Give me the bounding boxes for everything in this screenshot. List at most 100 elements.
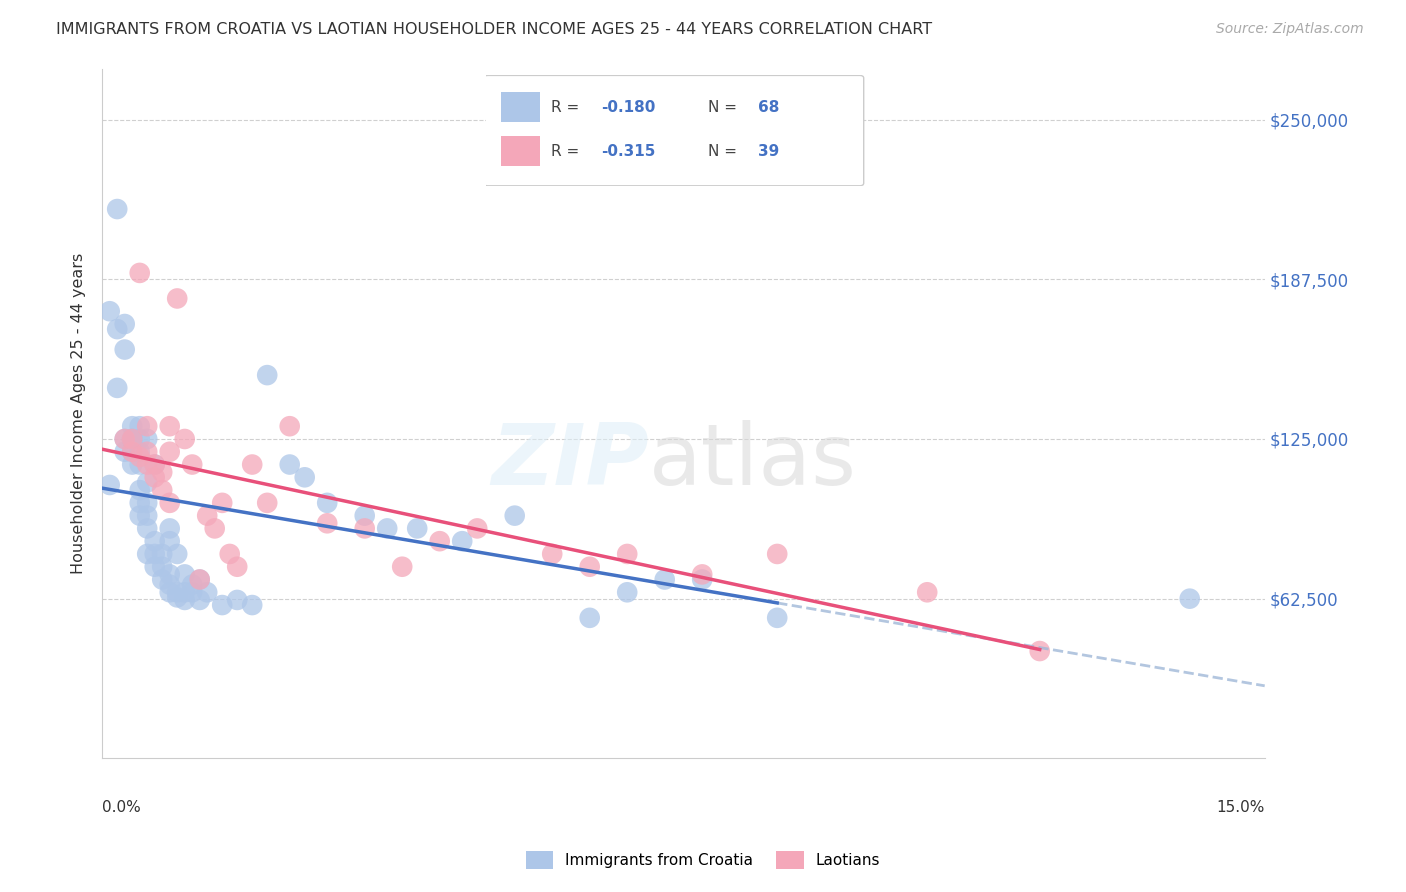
Point	[166, 547, 188, 561]
Point	[159, 444, 181, 458]
Point	[173, 593, 195, 607]
Point	[316, 516, 339, 531]
Point	[316, 496, 339, 510]
Point	[114, 432, 136, 446]
Point	[375, 521, 398, 535]
Point	[226, 559, 249, 574]
Point	[121, 444, 143, 458]
Point	[166, 591, 188, 605]
Text: Source: ZipAtlas.com: Source: ZipAtlas.com	[1216, 22, 1364, 37]
Point	[240, 598, 263, 612]
Point	[578, 559, 600, 574]
Point	[128, 508, 150, 523]
Point	[173, 567, 195, 582]
Point	[136, 458, 159, 472]
Point	[690, 573, 713, 587]
Point	[159, 585, 181, 599]
Point	[188, 573, 211, 587]
Point	[353, 508, 375, 523]
Point	[166, 292, 188, 306]
Point	[690, 567, 713, 582]
Text: atlas: atlas	[648, 420, 856, 503]
Point	[143, 458, 166, 472]
Point	[173, 432, 195, 446]
Point	[159, 419, 181, 434]
Point	[143, 547, 166, 561]
Point	[391, 559, 413, 574]
Point	[188, 573, 211, 587]
Point	[541, 547, 564, 561]
Point	[128, 444, 150, 458]
Point	[278, 419, 301, 434]
Point	[150, 547, 173, 561]
Point	[143, 534, 166, 549]
Point	[121, 432, 143, 446]
Point	[121, 444, 143, 458]
Point	[136, 496, 159, 510]
Point	[578, 611, 600, 625]
Point	[121, 432, 143, 446]
Y-axis label: Householder Income Ages 25 - 44 years: Householder Income Ages 25 - 44 years	[72, 252, 86, 574]
Point	[915, 585, 938, 599]
Point	[128, 450, 150, 464]
Point	[114, 444, 136, 458]
Text: 0.0%: 0.0%	[103, 800, 141, 814]
Point	[121, 419, 143, 434]
Point	[105, 322, 128, 336]
Point	[406, 521, 429, 535]
Point	[616, 547, 638, 561]
Point	[128, 432, 150, 446]
Point	[128, 496, 150, 510]
Point	[616, 585, 638, 599]
Point	[105, 202, 128, 216]
Point	[256, 496, 278, 510]
Point	[159, 577, 181, 591]
Point	[150, 483, 173, 497]
Point	[195, 508, 218, 523]
Point	[114, 343, 136, 357]
Point	[105, 381, 128, 395]
Point	[181, 577, 204, 591]
Point	[451, 534, 474, 549]
Point	[353, 521, 375, 535]
Point	[173, 585, 195, 599]
Point	[188, 593, 211, 607]
Point	[98, 478, 121, 492]
Point	[218, 547, 240, 561]
Point	[195, 585, 218, 599]
Point	[136, 444, 159, 458]
Point	[211, 496, 233, 510]
Text: 15.0%: 15.0%	[1216, 800, 1265, 814]
Point	[136, 521, 159, 535]
Point	[128, 458, 150, 472]
Point	[181, 585, 204, 599]
Point	[503, 508, 526, 523]
Point	[204, 521, 226, 535]
Point	[294, 470, 316, 484]
Point	[159, 521, 181, 535]
Point	[114, 432, 136, 446]
Point	[278, 458, 301, 472]
Point	[128, 483, 150, 497]
Point	[465, 521, 488, 535]
Point	[136, 508, 159, 523]
Point	[114, 317, 136, 331]
Point	[136, 475, 159, 490]
Point	[121, 432, 143, 446]
Point	[121, 458, 143, 472]
Point	[98, 304, 121, 318]
Point	[128, 419, 150, 434]
Point	[159, 534, 181, 549]
Point	[143, 458, 166, 472]
Point	[159, 496, 181, 510]
Point	[211, 598, 233, 612]
Point	[1178, 591, 1201, 606]
Text: ZIP: ZIP	[491, 420, 648, 503]
Point	[136, 432, 159, 446]
Point	[181, 458, 204, 472]
Point	[256, 368, 278, 383]
Point	[159, 567, 181, 582]
Point	[128, 266, 150, 280]
Point	[150, 573, 173, 587]
Point	[143, 470, 166, 484]
